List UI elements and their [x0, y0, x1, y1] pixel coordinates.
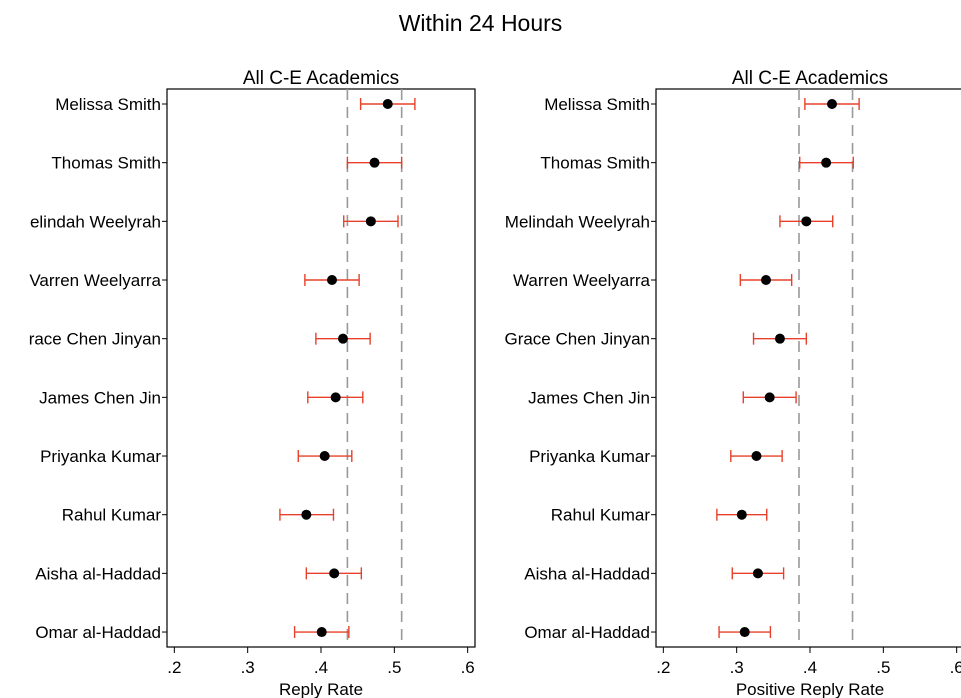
- point-estimate: [330, 392, 341, 403]
- y-tick-label: Melissa Smith: [55, 95, 161, 114]
- y-tick-label: Priyanka Kumar: [529, 447, 650, 466]
- y-tick-label: Melindah Weelyrah: [505, 212, 650, 231]
- y-tick-label: Grace Chen Jinyan: [504, 330, 650, 349]
- x-tick-label: .6: [950, 658, 961, 677]
- point-estimate: [319, 451, 330, 462]
- point-estimate: [752, 568, 763, 579]
- x-tick-label: .2: [656, 658, 670, 677]
- x-tick-label: .3: [241, 658, 255, 677]
- y-tick-label: Priyanka Kumar: [40, 447, 161, 466]
- y-tick-label: Aisha al-Haddad: [35, 564, 161, 583]
- y-tick-label: Omar al-Haddad: [524, 623, 650, 642]
- point-estimate: [301, 509, 312, 520]
- x-tick-label: .5: [387, 658, 401, 677]
- y-tick-label: Warren Weelyarra: [513, 271, 651, 290]
- point-estimate: [338, 333, 348, 344]
- y-tick-label: James Chen Jin: [39, 388, 161, 407]
- panel-title: All C-E Academics: [732, 68, 888, 89]
- y-tick-label: race Chen Jinyan: [29, 330, 161, 349]
- x-tick-label: .3: [730, 658, 744, 677]
- x-tick-label: .6: [461, 658, 475, 677]
- y-tick-label: Varren Weelyarra: [29, 271, 161, 290]
- y-tick-label: Rahul Kumar: [62, 506, 162, 525]
- point-estimate: [316, 627, 327, 638]
- panel-title: All C-E Academics: [243, 68, 399, 89]
- x-tick-label: .4: [803, 658, 817, 677]
- y-tick-label: Rahul Kumar: [551, 506, 651, 525]
- y-tick-label: Thomas Smith: [540, 154, 650, 173]
- y-tick-label: Thomas Smith: [51, 154, 161, 173]
- point-estimate: [369, 157, 380, 168]
- y-tick-label: elindah Weelyrah: [30, 212, 161, 231]
- point-estimate: [365, 216, 376, 227]
- point-estimate: [327, 275, 337, 286]
- point-estimate: [821, 157, 832, 168]
- point-estimate: [329, 568, 340, 579]
- x-tick-label: .2: [167, 658, 181, 677]
- point-estimate: [774, 333, 785, 344]
- x-axis-label: Positive Reply Rate: [736, 680, 884, 698]
- point-estimate: [827, 99, 837, 109]
- plot-frame: [655, 88, 961, 648]
- y-tick-label: Melissa Smith: [544, 95, 650, 114]
- point-estimate: [751, 451, 762, 462]
- point-estimate: [382, 99, 393, 109]
- point-estimate: [736, 509, 747, 520]
- x-tick-label: .4: [314, 658, 328, 677]
- y-tick-label: James Chen Jin: [528, 388, 650, 407]
- x-tick-label: .5: [876, 658, 890, 677]
- y-tick-label: Aisha al-Haddad: [524, 564, 650, 583]
- x-axis-label: Reply Rate: [279, 680, 363, 698]
- point-estimate: [801, 216, 812, 227]
- figure-title: Within 24 Hours: [398, 10, 563, 36]
- point-estimate: [764, 392, 775, 403]
- point-estimate: [739, 627, 750, 638]
- y-tick-label: Omar al-Haddad: [35, 623, 161, 642]
- point-estimate: [761, 275, 771, 286]
